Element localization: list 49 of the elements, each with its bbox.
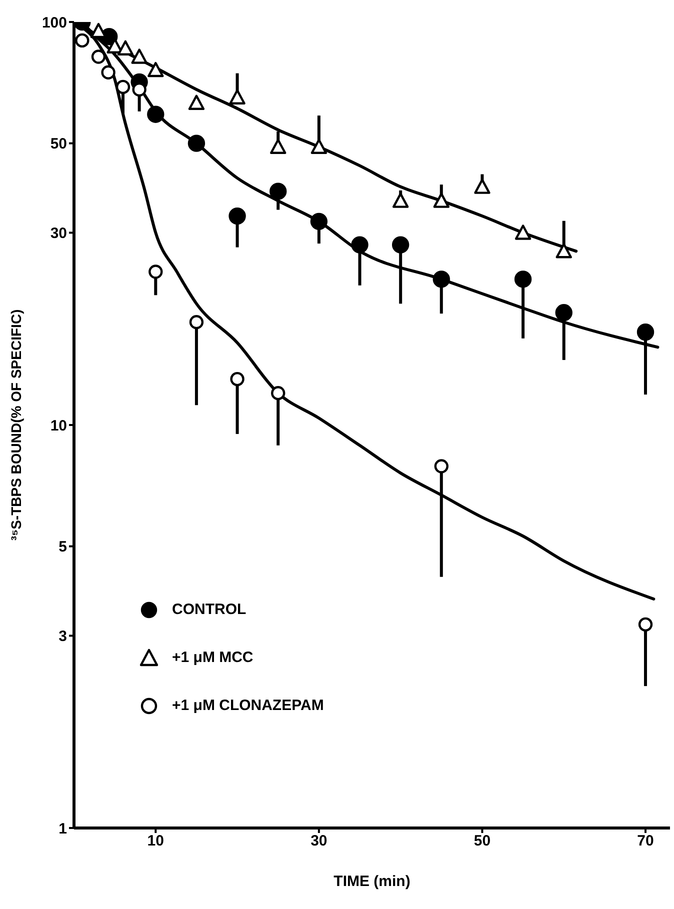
legend-label: +1 μM CLONAZEPAM	[172, 696, 324, 714]
point	[392, 192, 409, 208]
point	[101, 65, 116, 80]
point	[270, 138, 286, 154]
y-axis-title: ³⁵S-TBPS BOUND(% OF SPECIFIC)	[8, 309, 24, 541]
point	[117, 40, 134, 56]
point	[228, 207, 246, 225]
point	[310, 138, 328, 154]
x-axis-title: TIME (min)	[334, 873, 410, 890]
point	[148, 62, 164, 78]
point	[75, 33, 90, 48]
legend-label: CONTROL	[172, 600, 246, 618]
point	[433, 192, 450, 208]
point	[555, 304, 572, 322]
point	[474, 178, 490, 194]
point	[116, 80, 130, 94]
y-tick-label: 50	[50, 136, 67, 153]
point	[148, 264, 163, 279]
y-tick-label: 10	[50, 417, 67, 434]
point	[270, 182, 287, 200]
y-tick-label: 1	[58, 820, 67, 838]
point	[188, 134, 206, 152]
point	[392, 236, 410, 254]
y-tick-label: 3	[58, 628, 67, 646]
point	[434, 459, 448, 474]
x-tick-label: 50	[474, 832, 491, 850]
y-tick-label: 30	[50, 225, 67, 242]
point	[230, 372, 244, 386]
x-tick-label: 70	[637, 832, 654, 850]
point	[189, 315, 204, 330]
point	[131, 48, 148, 64]
y-tick-label: 100	[42, 14, 67, 32]
point	[514, 270, 532, 288]
x-tick-label: 30	[310, 832, 328, 850]
point	[229, 89, 246, 104]
point	[514, 224, 532, 240]
point	[147, 106, 164, 123]
point	[271, 386, 286, 400]
y-tick-label: 5	[58, 538, 67, 556]
point	[432, 270, 450, 288]
point	[638, 617, 653, 632]
x-tick-label: 10	[147, 832, 164, 850]
point	[188, 94, 205, 110]
point	[91, 50, 106, 64]
point	[636, 324, 654, 341]
point	[310, 212, 328, 230]
point	[351, 236, 368, 254]
point	[556, 243, 572, 258]
legend-label: +1 μM MCC	[172, 648, 254, 666]
